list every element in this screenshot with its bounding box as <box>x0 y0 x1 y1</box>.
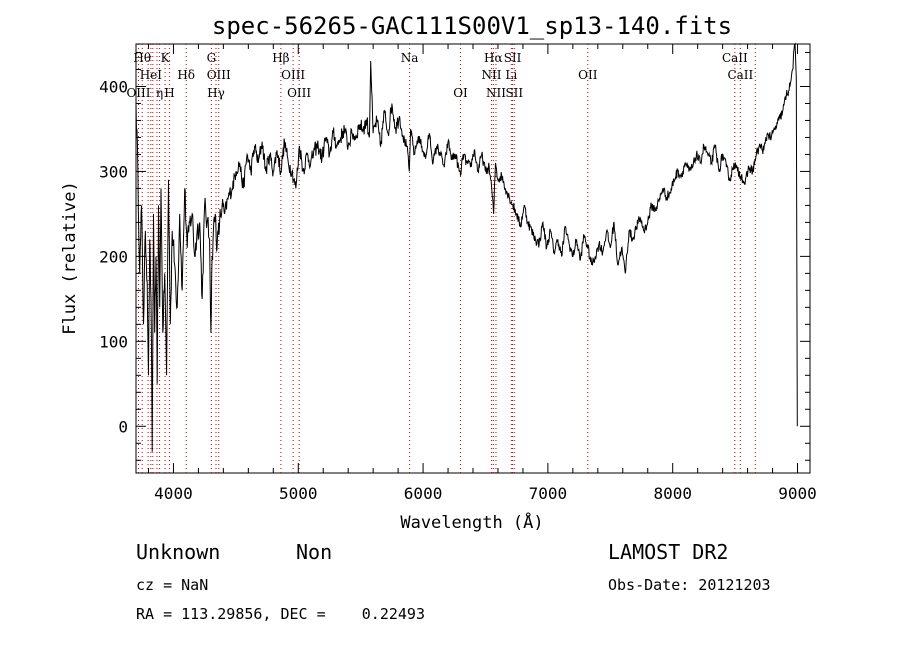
line-marker-label: Li <box>505 68 517 82</box>
line-marker-label: NII <box>486 86 506 100</box>
cz-value: cz = NaN <box>136 576 209 594</box>
axis-ticks: 4000 5000 6000 7000 8000 9000 0 100 200 300 400 <box>99 44 817 503</box>
x-axis-label: Wavelength (Å) <box>400 511 543 533</box>
y-tick-label: 0 <box>118 417 128 436</box>
line-marker-label: OIII <box>207 68 231 82</box>
x-tick-label: 9000 <box>778 484 817 503</box>
plot-frame <box>135 43 811 474</box>
line-marker-label: CaII <box>727 68 753 82</box>
line-marker-label: η <box>156 86 163 100</box>
spectrum-line <box>135 42 798 452</box>
y-tick-label: 100 <box>99 332 128 351</box>
line-marker-label: Hγ <box>207 86 225 100</box>
line-marker-label: K <box>161 51 171 65</box>
emission-line-markers <box>137 44 756 473</box>
subclass-label: Non <box>296 540 333 564</box>
line-marker-label: HeI <box>140 68 163 82</box>
x-tick-label: 7000 <box>529 484 568 503</box>
x-tick-label: 8000 <box>653 484 692 503</box>
line-marker-label: Hβ <box>272 51 289 65</box>
line-marker-label: NII <box>481 68 501 82</box>
chart-title: spec-56265-GAC111S00V1_sp13-140.fits <box>212 12 732 40</box>
line-marker-label: OII <box>578 68 598 82</box>
y-tick-label: 300 <box>99 162 128 181</box>
line-marker-label: OI <box>453 86 468 100</box>
y-axis-label: Flux (relative) <box>60 181 80 335</box>
x-tick-label: 4000 <box>154 484 193 503</box>
ra-dec-value: RA = 113.29856, DEC = 0.22493 <box>136 605 425 623</box>
x-tick-label: 5000 <box>279 484 318 503</box>
line-marker-label: Hδ <box>177 68 195 82</box>
line-marker-label: OIII <box>126 86 150 100</box>
survey-label: LAMOST DR2 <box>608 540 729 564</box>
emission-line-labels: OIII Hθ HeI η K HHδ G Hγ OIII Hβ OIII OIII Na OI NII Hα… <box>126 51 753 100</box>
obs-date: Obs-Date: 20121203 <box>608 576 771 594</box>
line-marker-label: Na <box>401 51 419 65</box>
line-marker-label: SII <box>505 86 523 100</box>
y-tick-label: 400 <box>99 77 128 96</box>
x-tick-label: 6000 <box>404 484 443 503</box>
line-marker-label: H <box>164 86 174 100</box>
line-marker-label: CaII <box>722 51 748 65</box>
y-tick-label: 200 <box>99 247 128 266</box>
line-marker-label: OIII <box>287 86 311 100</box>
line-marker-label: Hθ <box>133 51 151 65</box>
line-marker-label: Hα <box>484 51 503 65</box>
class-label: Unknown <box>136 540 221 564</box>
line-marker-label: OIII <box>281 68 305 82</box>
line-marker-label: SII <box>504 51 522 65</box>
line-marker-label: G <box>207 51 217 65</box>
